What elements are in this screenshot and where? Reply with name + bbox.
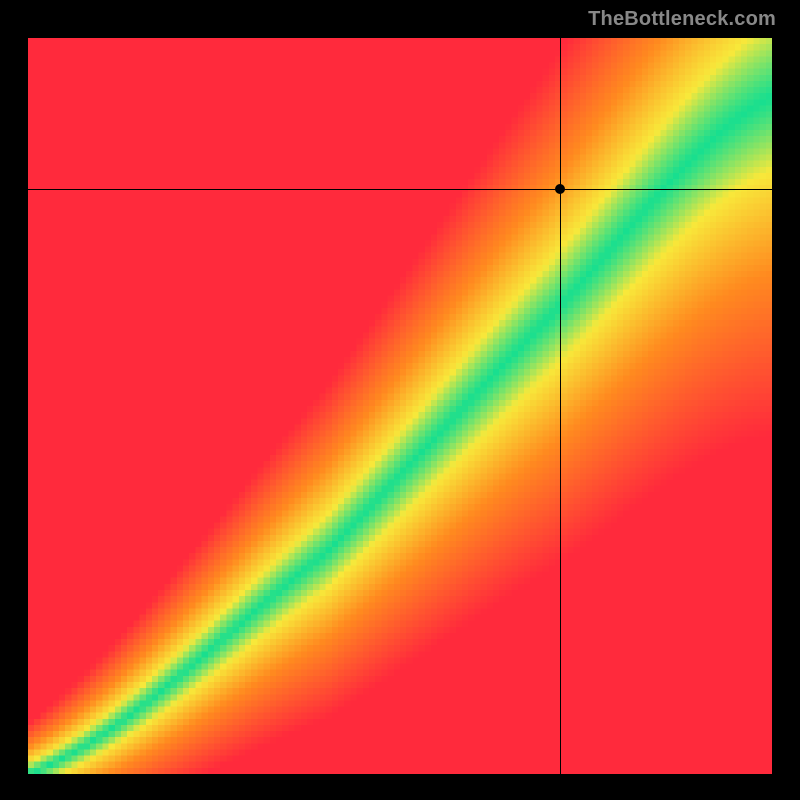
chart-container: { "watermark": "TheBottleneck.com", "can…: [0, 0, 800, 800]
crosshair-vertical: [560, 38, 561, 774]
heatmap-plot: [28, 38, 772, 774]
watermark-text: TheBottleneck.com: [588, 8, 776, 31]
heatmap-canvas: [28, 38, 772, 774]
crosshair-horizontal: [28, 189, 772, 190]
crosshair-marker: [555, 184, 565, 194]
